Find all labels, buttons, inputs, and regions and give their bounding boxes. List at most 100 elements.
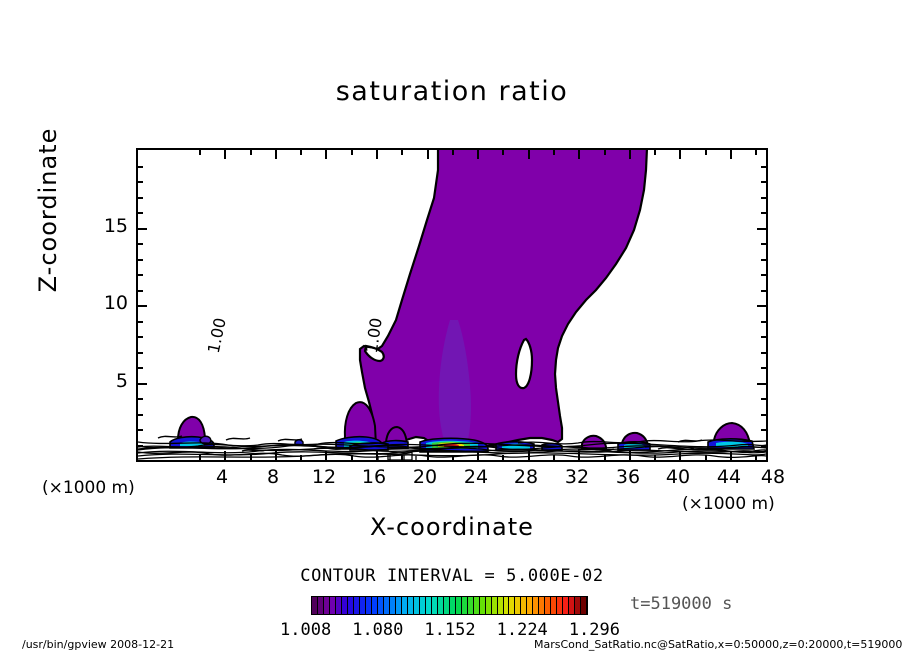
- y-tick-major: [138, 383, 147, 385]
- y-tick-minor: [138, 414, 143, 416]
- colorbar-cell: [323, 597, 330, 614]
- colorbar-cell: [312, 597, 318, 614]
- x-tick-top-major: [275, 150, 277, 159]
- x-tick-minor: [199, 455, 201, 460]
- x-tick-label: 16: [361, 466, 387, 488]
- colorbar-cell: [329, 597, 336, 614]
- x-tick-top-major: [578, 150, 580, 159]
- colorbar-tick-label: 1.080: [352, 620, 404, 640]
- colorbar-cell: [551, 597, 558, 614]
- x-tick-label: 36: [615, 466, 641, 488]
- contour-plot-area: 1.00 1.00: [136, 148, 768, 462]
- y-tick-right-major: [757, 228, 766, 230]
- x-tick-label: 44: [716, 466, 742, 488]
- plume-fill-group: [358, 150, 649, 449]
- colorbar[interactable]: [311, 596, 588, 615]
- colorbar-cell: [359, 597, 366, 614]
- colorbar-cell: [437, 597, 444, 614]
- x-tick-top-minor: [654, 150, 656, 155]
- x-tick-major: [730, 451, 732, 460]
- x-tick-minor: [604, 455, 606, 460]
- y-tick-minor: [138, 166, 143, 168]
- y-tick-right-minor: [761, 274, 766, 276]
- y-tick-major: [138, 305, 147, 307]
- x-tick-label: 28: [513, 466, 539, 488]
- colorbar-cell: [497, 597, 504, 614]
- y-tick-right-minor: [761, 445, 766, 447]
- y-axis-unit-label: (×1000 m): [42, 478, 135, 498]
- y-tick-right-minor: [761, 212, 766, 214]
- y-tick-label: 5: [115, 370, 128, 392]
- y-tick-right-minor: [761, 429, 766, 431]
- colorbar-cell: [383, 597, 390, 614]
- footer-command-label: /usr/bin/gpview 2008-12-21: [22, 638, 175, 651]
- main-plume-shape: [358, 150, 649, 449]
- x-tick-minor: [250, 455, 252, 460]
- colorbar-cell: [455, 597, 462, 614]
- x-tick-major: [325, 451, 327, 460]
- y-tick-right-minor: [761, 259, 766, 261]
- x-tick-label: 48: [760, 466, 786, 488]
- x-tick-major: [578, 451, 580, 460]
- x-tick-top-minor: [553, 150, 555, 155]
- x-tick-top-major: [477, 150, 479, 159]
- x-tick-major: [376, 451, 378, 460]
- colorbar-cell: [431, 597, 438, 614]
- colorbar-cell: [491, 597, 498, 614]
- x-tick-top-major: [528, 150, 530, 159]
- y-tick-minor: [138, 274, 143, 276]
- x-tick-top-minor: [502, 150, 504, 155]
- y-tick-minor: [138, 367, 143, 369]
- y-tick-right-minor: [761, 398, 766, 400]
- colorbar-cell: [341, 597, 348, 614]
- x-tick-minor: [553, 455, 555, 460]
- y-tick-minor: [138, 212, 143, 214]
- x-tick-top-minor: [351, 150, 353, 155]
- colorbar-cell: [335, 597, 342, 614]
- x-tick-top-minor: [300, 150, 302, 155]
- plume-hole: [514, 337, 534, 390]
- y-tick-minor: [138, 181, 143, 183]
- colorbar-cell: [467, 597, 474, 614]
- colorbar-cell: [425, 597, 432, 614]
- y-tick-right-minor: [761, 414, 766, 416]
- y-tick-minor: [138, 243, 143, 245]
- x-tick-minor: [401, 455, 403, 460]
- colorbar-cell: [377, 597, 384, 614]
- cell-41km-purple: [581, 434, 607, 450]
- colorbar-cell: [533, 597, 540, 614]
- colorbar-cell: [389, 597, 396, 614]
- y-tick-minor: [138, 290, 143, 292]
- x-tick-label: 20: [412, 466, 438, 488]
- colorbar-tick-label: 1.296: [568, 620, 620, 640]
- x-tick-major: [528, 451, 530, 460]
- colorbar-cell: [515, 597, 522, 614]
- colorbar-cell: [449, 597, 456, 614]
- x-tick-label: 24: [463, 466, 489, 488]
- y-tick-right-minor: [761, 181, 766, 183]
- colorbar-tick-label: 1.008: [280, 620, 332, 640]
- y-tick-right-minor: [761, 352, 766, 354]
- colorbar-cell: [419, 597, 426, 614]
- colorbar-cell: [557, 597, 564, 614]
- colorbar-cell: [509, 597, 516, 614]
- x-tick-major: [477, 451, 479, 460]
- colorbar-cell: [569, 597, 576, 614]
- x-tick-top-major: [730, 150, 732, 159]
- plume-core-shade: [438, 320, 472, 440]
- contour-plot-canvas: [138, 150, 766, 460]
- x-tick-label: 12: [311, 466, 337, 488]
- y-tick-minor: [138, 429, 143, 431]
- x-tick-minor: [755, 455, 757, 460]
- colorbar-tick-label: 1.152: [424, 620, 476, 640]
- y-tick-minor: [138, 259, 143, 261]
- colorbar-cell: [353, 597, 360, 614]
- x-axis-title: X-coordinate: [370, 513, 534, 541]
- y-tick-right-minor: [761, 367, 766, 369]
- x-tick-label: 32: [564, 466, 590, 488]
- footer-dataset-label: MarsCond_SatRatio.nc@SatRatio,x=0:50000,…: [534, 638, 903, 651]
- y-tick-label: 10: [103, 292, 128, 314]
- y-axis-title: Z-coordinate: [34, 127, 62, 293]
- x-tick-top-minor: [755, 150, 757, 155]
- x-tick-minor: [452, 455, 454, 460]
